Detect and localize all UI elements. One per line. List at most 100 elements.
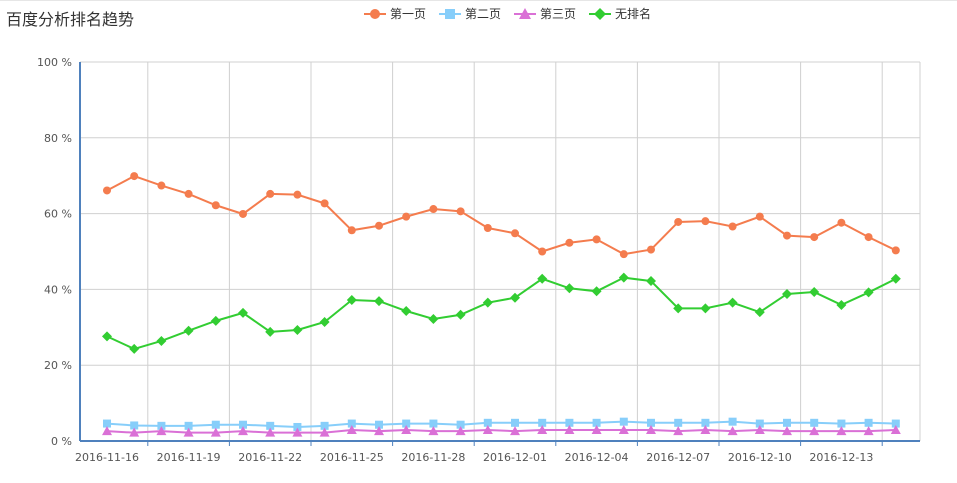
data-point-series-4 <box>346 295 357 306</box>
data-point-series-2 <box>320 421 329 430</box>
data-point-series-1 <box>647 245 655 254</box>
data-point-series-1 <box>456 207 465 216</box>
data-point-series-3 <box>700 425 711 435</box>
data-point-series-3 <box>510 426 520 436</box>
data-point-series-1 <box>103 186 111 195</box>
data-point-series-3 <box>156 426 167 436</box>
data-point-series-1 <box>266 189 275 198</box>
y-tick-label: 100 % <box>37 56 72 69</box>
data-point-series-3 <box>727 426 738 436</box>
data-point-series-4 <box>700 303 711 314</box>
data-point-series-1 <box>483 224 492 233</box>
data-point-series-3 <box>455 426 466 436</box>
x-tick-label: 2016-12-01 <box>483 451 547 464</box>
data-point-series-1 <box>511 229 519 238</box>
data-point-series-2 <box>456 420 465 429</box>
data-point-series-3 <box>238 426 248 436</box>
top-divider <box>0 0 957 1</box>
data-point-series-4 <box>428 313 439 324</box>
data-point-series-1 <box>701 217 710 226</box>
data-point-series-3 <box>183 427 194 437</box>
legend-item-series-2[interactable]: 第二页 <box>439 5 501 22</box>
x-tick-label: 2016-12-10 <box>728 451 792 464</box>
data-point-series-1 <box>864 233 873 242</box>
data-point-series-4 <box>537 273 548 284</box>
legend-item-series-1[interactable]: 第一页 <box>364 5 426 22</box>
legend-triangle-icon <box>514 7 537 19</box>
data-point-series-4 <box>156 335 167 346</box>
data-point-series-2 <box>483 418 492 427</box>
data-point-series-1 <box>783 231 791 240</box>
series-line-2 <box>106 420 896 428</box>
data-point-series-4 <box>401 306 412 317</box>
data-point-series-1 <box>130 172 139 181</box>
data-point-series-1 <box>375 221 383 230</box>
x-tick-label: 2016-11-22 <box>238 451 302 464</box>
legend-label-series-1: 第一页 <box>390 7 427 21</box>
data-point-series-4 <box>754 307 765 318</box>
data-point-series-2 <box>647 418 655 427</box>
data-point-series-1 <box>184 189 193 198</box>
data-point-series-2 <box>891 419 900 428</box>
data-point-series-2 <box>239 420 247 429</box>
x-tick-label: 2016-12-07 <box>646 451 710 464</box>
data-point-series-4 <box>292 324 303 335</box>
legend-label-series-3: 第三页 <box>540 7 577 21</box>
legend-item-series-3[interactable]: 第三页 <box>514 5 576 22</box>
data-point-series-2 <box>429 419 438 428</box>
legend: 第一页 第二页 第三页 无排名 <box>364 5 664 22</box>
data-point-series-1 <box>810 233 819 242</box>
legend-label-series-2: 第二页 <box>465 7 502 21</box>
data-point-series-1 <box>239 209 247 218</box>
data-point-series-2 <box>266 421 275 430</box>
data-point-series-2 <box>837 419 846 428</box>
x-tick-label: 2016-11-16 <box>75 451 139 464</box>
data-point-series-2 <box>565 418 574 427</box>
data-point-series-1 <box>837 218 846 227</box>
y-tick-label: 20 % <box>44 359 72 372</box>
legend-item-series-4[interactable]: 无排名 <box>589 5 651 22</box>
data-point-series-3 <box>319 427 330 437</box>
data-point-series-3 <box>210 427 221 437</box>
data-point-series-3 <box>618 425 629 435</box>
data-point-series-3 <box>346 425 357 435</box>
data-point-series-1 <box>592 235 601 244</box>
x-tick-label: 2016-11-28 <box>401 451 465 464</box>
data-point-series-3 <box>646 425 656 435</box>
data-point-series-2 <box>293 422 302 431</box>
data-point-series-3 <box>591 425 602 435</box>
data-point-series-3 <box>537 425 548 435</box>
data-point-series-1 <box>538 247 547 256</box>
data-point-series-1 <box>157 181 166 190</box>
data-point-series-4 <box>836 299 847 310</box>
data-point-series-4 <box>727 297 738 308</box>
series-line-1 <box>106 174 897 256</box>
data-point-series-3 <box>673 426 684 436</box>
data-point-series-2 <box>538 418 547 427</box>
data-point-series-2 <box>755 419 764 428</box>
data-point-series-1 <box>211 201 220 210</box>
data-point-series-2 <box>701 418 710 427</box>
legend-square-icon <box>439 8 462 19</box>
data-point-series-3 <box>102 426 112 436</box>
data-point-series-3 <box>265 427 276 437</box>
data-point-series-2 <box>402 419 411 428</box>
data-point-series-2 <box>864 418 873 427</box>
data-point-series-4 <box>129 343 140 354</box>
data-point-series-2 <box>103 419 111 428</box>
data-point-series-1 <box>402 212 411 221</box>
data-point-series-4 <box>809 287 820 298</box>
y-tick-label: 80 % <box>44 132 72 145</box>
data-point-series-4 <box>374 296 384 307</box>
data-point-series-1 <box>320 199 329 208</box>
x-tick-label: 2016-11-25 <box>320 451 384 464</box>
data-point-series-3 <box>809 426 820 436</box>
data-point-series-4 <box>863 287 874 298</box>
data-point-series-3 <box>863 426 874 436</box>
legend-diamond-icon <box>589 7 612 20</box>
data-point-series-3 <box>401 425 412 435</box>
data-point-series-1 <box>891 246 900 255</box>
data-point-series-2 <box>674 418 683 427</box>
data-point-series-4 <box>646 276 656 287</box>
